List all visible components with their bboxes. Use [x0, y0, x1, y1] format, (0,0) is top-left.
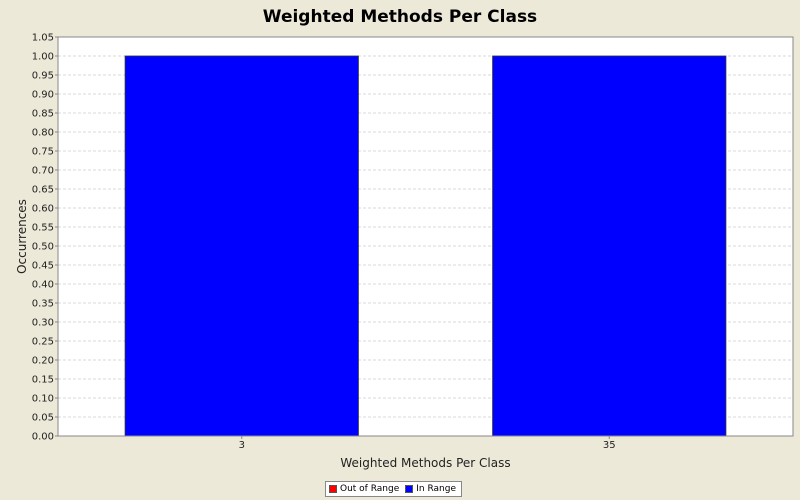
y-tick-label: 0.85 — [32, 109, 54, 120]
y-tick-label: 0.30 — [32, 318, 54, 329]
y-axis-label: Occurrences — [15, 199, 29, 274]
y-tick-label: 0.05 — [32, 413, 54, 424]
legend-swatch-out-of-range — [329, 485, 337, 493]
plot-border — [57, 36, 794, 437]
legend: Out of Range In Range — [325, 481, 462, 497]
y-tick-label: 0.40 — [32, 280, 54, 291]
y-tick-label: 0.70 — [32, 166, 54, 177]
y-tick-label: 1.05 — [32, 33, 54, 44]
y-tick-label: 0.95 — [32, 71, 54, 82]
y-tick-label: 0.10 — [32, 394, 54, 405]
legend-item-in-range: In Range — [405, 484, 456, 494]
legend-item-out-of-range: Out of Range — [329, 484, 399, 494]
y-tick-label: 0.80 — [32, 128, 54, 139]
chart-title: Weighted Methods Per Class — [262, 7, 538, 27]
y-tick-label: 0.60 — [32, 204, 54, 215]
y-tick-label: 0.90 — [32, 90, 54, 101]
y-tick-label: 1.00 — [32, 52, 54, 63]
x-tick-label: 35 — [603, 440, 616, 451]
x-axis-label: Weighted Methods Per Class — [340, 456, 510, 470]
legend-label-in-range: In Range — [416, 484, 456, 494]
legend-label-out-of-range: Out of Range — [340, 484, 400, 494]
y-tick-label: 0.50 — [32, 242, 54, 253]
y-tick-label: 0.25 — [32, 337, 54, 348]
y-tick-label: 0.65 — [32, 185, 54, 196]
y-tick-label: 0.20 — [32, 356, 54, 367]
y-tick-label: 0.00 — [32, 432, 54, 443]
bar — [124, 55, 359, 437]
y-tick-label: 0.15 — [32, 375, 54, 386]
y-tick-label: 0.35 — [32, 299, 54, 310]
y-tick-label: 0.55 — [32, 223, 54, 234]
x-tick-label: 3 — [239, 440, 245, 451]
legend-swatch-in-range — [405, 485, 414, 493]
y-tick-label: 0.45 — [32, 261, 54, 272]
y-tick-label: 0.75 — [32, 147, 54, 158]
bar — [492, 55, 727, 437]
